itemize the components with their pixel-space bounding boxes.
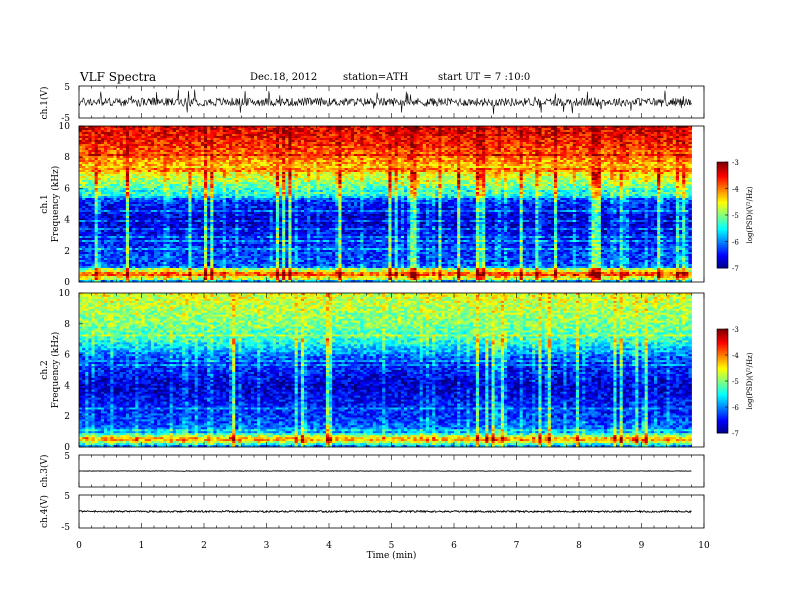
x-tick-label: 0 [76, 541, 82, 551]
date-label: Dec.18, 2012 [250, 72, 317, 83]
ch2-colorbar-tick: -7 [732, 430, 739, 438]
ch4-ylabel: ch.4(V) [39, 495, 50, 528]
ch1-ylabel: ch.1(V) [39, 87, 50, 120]
start-time-label: start UT = 7 :10:0 [438, 72, 530, 83]
ch2-colorbar-tick: -3 [732, 326, 739, 334]
ch3-trace [79, 471, 692, 472]
figure-title: VLF Spectra [80, 70, 156, 84]
ch2-ytick: 2 [64, 412, 70, 422]
x-axis-label: Time (min) [367, 550, 417, 561]
ch2-colorbar-label: log(PSD)(V²/Hz) [746, 352, 754, 409]
x-tick-label: 9 [639, 541, 645, 551]
x-tick-label: 1 [139, 541, 145, 551]
ch1-colorbar-tick: -3 [732, 159, 739, 167]
station-label: station=ATH [343, 72, 408, 83]
ch1-ytick: 6 [64, 184, 70, 194]
ch2-ytick: 8 [64, 320, 70, 330]
ch3-ytick: 5 [64, 452, 70, 462]
ch1-ytick: 5 [64, 83, 70, 93]
ch4-ytick: 5 [64, 492, 70, 502]
ch1-ylabel-channel: ch.1 [40, 194, 50, 213]
ch2-colorbar-tick: -4 [732, 352, 739, 360]
ch1-colorbar-tick: -4 [732, 186, 739, 194]
x-tick-label: 3 [264, 541, 270, 551]
ch1-spectrogram [79, 126, 692, 282]
ch2-ytick: 10 [59, 289, 71, 299]
ch2-ytick: 4 [64, 381, 70, 391]
ch1-trace [79, 90, 692, 115]
ch2-spectrogram [79, 293, 692, 447]
ch2-colorbar-tick: -5 [732, 378, 739, 386]
ch2-ylabel-channel: ch.2 [40, 360, 50, 379]
x-tick-label: 5 [389, 541, 395, 551]
x-tick-label: 4 [326, 541, 332, 551]
ch1-colorbar-label: log(PSD)(V²/Hz) [746, 186, 754, 243]
ch1-colorbar-tick: -7 [732, 265, 739, 273]
ch2-colorbar-tick: -6 [732, 404, 739, 412]
x-tick-label: 2 [201, 541, 207, 551]
ch1-ytick: 0 [64, 278, 70, 288]
ch1-colorbar-tick: -6 [732, 239, 739, 247]
ch1-ytick: 8 [64, 153, 70, 163]
x-tick-label: 10 [698, 541, 710, 551]
ch4-ytick: -5 [61, 523, 70, 533]
x-tick-label: 8 [576, 541, 582, 551]
ch1-colorbar-tick: -5 [732, 212, 739, 220]
ch2-ylabel-frequency: Frequency (kHz) [50, 332, 61, 409]
ch1-ylabel-frequency: Frequency (kHz) [50, 166, 61, 243]
ch4-trace [79, 511, 692, 513]
ch2-ytick: 6 [64, 351, 70, 361]
x-tick-label: 6 [451, 541, 457, 551]
ch3-ylabel: ch.3(V) [39, 455, 50, 488]
ch1-ytick: 2 [64, 247, 70, 257]
ch1-ytick: 4 [64, 216, 70, 226]
ch1-ytick: 10 [59, 122, 71, 132]
x-tick-label: 7 [514, 541, 520, 551]
